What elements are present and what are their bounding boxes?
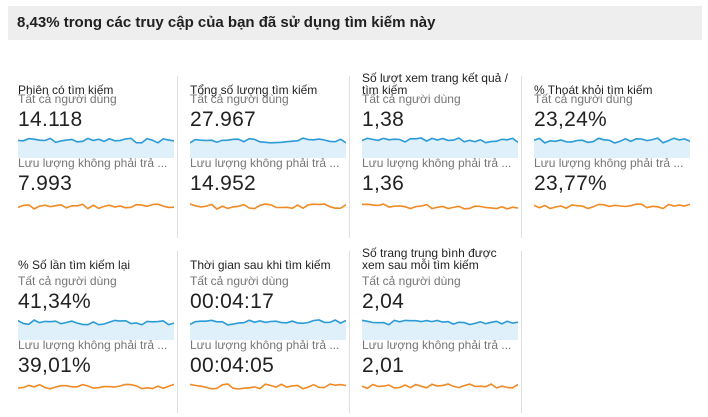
sparkline-non-paid [362, 198, 518, 226]
segment-label-all-users: Tất cả người dùng [190, 274, 289, 288]
sparkline-non-paid [534, 198, 690, 226]
segment-label-all-users: Tất cả người dùng [362, 92, 461, 106]
metric-title: Phiên có tìm kiếm [18, 83, 114, 97]
metric-title: % Thoát khỏi tìm kiếm [534, 83, 653, 97]
metric-value-all-users: 00:04:17 [190, 290, 275, 313]
metric-value-all-users: 41,34% [18, 290, 92, 313]
metric-value-non-paid: 23,77% [534, 172, 608, 195]
segment-label-all-users: Tất cả người dùng [18, 274, 117, 288]
segment-label-non-paid: Lưu lượng không phải trả ... [18, 156, 168, 170]
metric-title: Số lượt xem trang kết quả / tìm kiếm [362, 71, 508, 97]
metric-card-search-depth[interactable]: Số trang trung bình được xem sau mỗi tìm… [362, 243, 522, 417]
segment-label-non-paid: Lưu lượng không phải trả ... [18, 338, 168, 352]
metric-card-time-after-search[interactable]: Thời gian sau khi tìm kiếm Tất cả người … [190, 243, 350, 417]
metric-value-all-users: 2,04 [362, 290, 405, 313]
sparkline-all-users [362, 312, 518, 340]
search-usage-banner: 8,43% trong các truy cập của bạn đã sử d… [8, 6, 702, 40]
segment-label-all-users: Tất cả người dùng [18, 92, 117, 106]
sparkline-non-paid [18, 198, 174, 226]
sparkline-all-users [362, 130, 518, 158]
sparkline-non-paid [362, 378, 518, 406]
metric-card-search-exits[interactable]: % Thoát khỏi tìm kiếm Tất cả người dùng … [534, 68, 694, 242]
sparkline-non-paid [190, 378, 346, 406]
metric-value-non-paid: 2,01 [362, 354, 405, 377]
segment-label-non-paid: Lưu lượng không phải trả ... [362, 156, 512, 170]
segment-label-non-paid: Lưu lượng không phải trả ... [190, 156, 340, 170]
metric-title: % Số lần tìm kiếm lại [18, 258, 131, 272]
metric-value-non-paid: 1,36 [362, 172, 405, 195]
sparkline-all-users [190, 312, 346, 340]
metric-title: Số trang trung bình được xem sau mỗi tìm… [362, 246, 497, 272]
sparkline-all-users [534, 130, 690, 158]
segment-label-non-paid: Lưu lượng không phải trả ... [190, 338, 340, 352]
sparkline-non-paid [18, 378, 174, 406]
metric-value-non-paid: 14.952 [190, 172, 257, 195]
metric-card-sessions-with-search[interactable]: Phiên có tìm kiếm Tất cả người dùng 14.1… [18, 68, 178, 242]
metric-title: Thời gian sau khi tìm kiếm [190, 258, 331, 272]
segment-label-all-users: Tất cả người dùng [534, 92, 633, 106]
metric-card-results-pageviews-per-search[interactable]: Số lượt xem trang kết quả / tìm kiếm Tất… [362, 68, 522, 242]
metric-value-non-paid: 39,01% [18, 354, 92, 377]
sparkline-non-paid [190, 198, 346, 226]
segment-label-all-users: Tất cả người dùng [190, 92, 289, 106]
metric-title: Tổng số lượng tìm kiếm [190, 83, 318, 97]
metric-value-all-users: 27.967 [190, 108, 257, 131]
segment-label-non-paid: Lưu lượng không phải trả ... [534, 156, 684, 170]
sparkline-all-users [190, 130, 346, 158]
sparkline-all-users [18, 312, 174, 340]
metric-value-all-users: 23,24% [534, 108, 608, 131]
metric-card-search-refinements[interactable]: % Số lần tìm kiếm lại Tất cả người dùng … [18, 243, 178, 417]
metric-value-non-paid: 7.993 [18, 172, 73, 195]
metric-card-total-searches[interactable]: Tổng số lượng tìm kiếm Tất cả người dùng… [190, 68, 350, 242]
segment-label-non-paid: Lưu lượng không phải trả ... [362, 338, 512, 352]
segment-label-all-users: Tất cả người dùng [362, 274, 461, 288]
metric-value-non-paid: 00:04:05 [190, 354, 275, 377]
metric-value-all-users: 1,38 [362, 108, 405, 131]
sparkline-all-users [18, 130, 174, 158]
metric-value-all-users: 14.118 [18, 108, 83, 131]
